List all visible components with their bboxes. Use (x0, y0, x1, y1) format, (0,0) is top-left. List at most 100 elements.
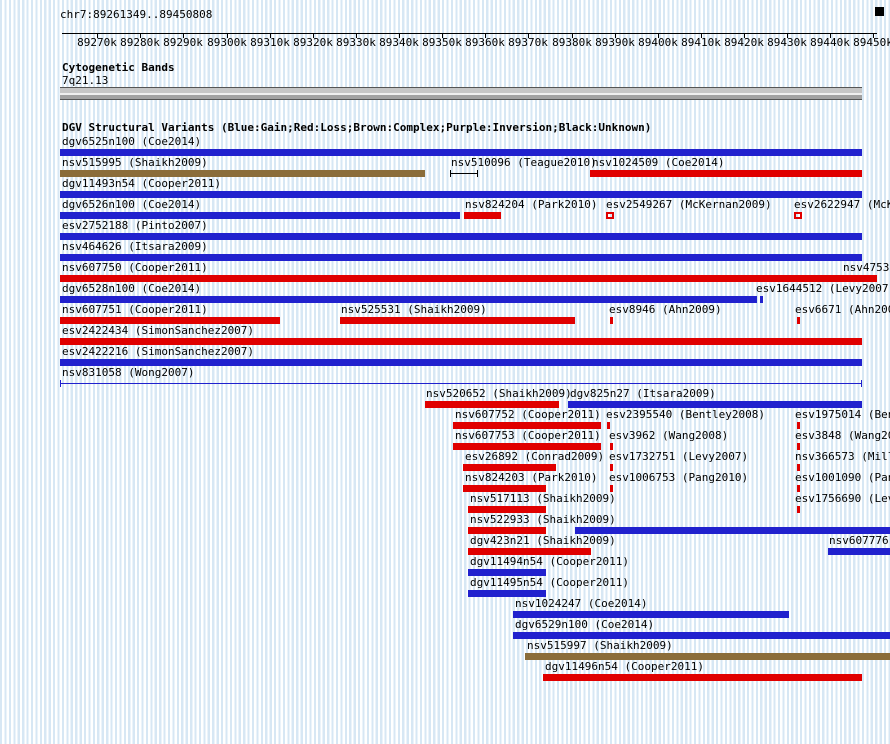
ruler-tick (658, 33, 659, 38)
variant-label[interactable]: esv1006753 (Pang2010) (609, 471, 749, 484)
variant-bar[interactable] (425, 401, 559, 408)
variant-marker[interactable] (797, 443, 800, 450)
variant-label[interactable]: dgv6528n100 (Coe2014) (62, 282, 202, 295)
variant-bar[interactable] (590, 170, 862, 177)
variant-marker[interactable] (610, 485, 613, 492)
ruler-tick (528, 33, 529, 38)
variant-bar[interactable] (468, 527, 546, 534)
variant-label[interactable]: nsv366573 (Mill (795, 450, 890, 463)
variant-label[interactable]: esv1001090 (Pan (795, 471, 890, 484)
variant-bar[interactable] (575, 527, 890, 534)
variant-label[interactable]: esv1975014 (Ben (795, 408, 890, 421)
variant-marker[interactable] (797, 485, 800, 492)
variant-bar[interactable] (468, 569, 546, 576)
variant-label[interactable]: dgv6525n100 (Coe2014) (62, 135, 202, 148)
variant-label[interactable]: nsv831058 (Wong2007) (62, 366, 195, 379)
variant-label[interactable]: esv3962 (Wang2008) (609, 429, 729, 442)
variant-label[interactable]: nsv525531 (Shaikh2009) (341, 303, 487, 316)
variant-marker[interactable] (797, 464, 800, 471)
variant-bar[interactable] (340, 317, 575, 324)
variant-bar[interactable] (463, 464, 556, 471)
variant-span-end (60, 380, 61, 387)
variant-bar[interactable] (60, 317, 280, 324)
variant-label[interactable]: esv1756690 (Lev (795, 492, 890, 505)
variant-label[interactable]: nsv607750 (Cooper2011) (62, 261, 208, 274)
variant-bar[interactable] (60, 254, 862, 261)
variant-label[interactable]: dgv11494n54 (Cooper2011) (470, 555, 629, 568)
variant-label[interactable]: nsv1024247 (Coe2014) (515, 597, 648, 610)
variant-bar[interactable] (60, 170, 425, 177)
variant-label[interactable]: esv6671 (Ahn200 (795, 303, 890, 316)
variant-bar[interactable] (513, 611, 789, 618)
variant-bracket[interactable] (606, 212, 614, 219)
variant-label[interactable]: dgv11496n54 (Cooper2011) (545, 660, 704, 673)
variant-bar[interactable] (568, 401, 862, 408)
variant-marker[interactable] (610, 317, 613, 324)
variant-bar[interactable] (463, 485, 546, 492)
variant-marker[interactable] (760, 296, 763, 303)
variant-bar[interactable] (828, 548, 890, 555)
variant-label[interactable]: esv2422434 (SimonSanchez2007) (62, 324, 255, 337)
variant-bar[interactable] (60, 233, 862, 240)
variant-label[interactable]: esv2422216 (SimonSanchez2007) (62, 345, 255, 358)
variant-label[interactable]: esv2752188 (Pinto2007) (62, 219, 208, 232)
variant-label[interactable]: nsv520652 (Shaikh2009) (426, 387, 572, 400)
variant-label[interactable]: nsv522933 (Shaikh2009) (470, 513, 616, 526)
variant-label[interactable]: dgv11495n54 (Cooper2011) (470, 576, 629, 589)
variant-bar[interactable] (468, 548, 591, 555)
ruler-tick (830, 33, 831, 38)
variant-bar[interactable] (60, 338, 862, 345)
variant-label[interactable]: esv26892 (Conrad2009) (465, 450, 605, 463)
variant-bar[interactable] (464, 212, 501, 219)
variant-label[interactable]: nsv1024509 (Coe2014) (592, 156, 725, 169)
variant-label[interactable]: nsv515997 (Shaikh2009) (527, 639, 673, 652)
variant-bar[interactable] (468, 590, 546, 597)
variant-label[interactable]: dgv6526n100 (Coe2014) (62, 198, 202, 211)
variant-label[interactable]: esv1732751 (Levy2007) (609, 450, 749, 463)
variant-bar[interactable] (468, 506, 546, 513)
variant-bar[interactable] (525, 653, 890, 660)
variant-label[interactable]: dgv6529n100 (Coe2014) (515, 618, 655, 631)
variant-label[interactable]: nsv824203 (Park2010) (465, 471, 598, 484)
variant-label[interactable]: nsv824204 (Park2010) (465, 198, 598, 211)
variant-label[interactable]: esv1644512 (Levy2007) (756, 282, 890, 295)
variant-label[interactable]: nsv607751 (Cooper2011) (62, 303, 208, 316)
variant-marker[interactable] (610, 443, 613, 450)
variant-bar[interactable] (60, 296, 757, 303)
variant-bar[interactable] (453, 443, 601, 450)
variant-label[interactable]: esv8946 (Ahn2009) (609, 303, 722, 316)
variant-bar[interactable] (453, 422, 601, 429)
cytoband-bar[interactable] (60, 87, 862, 100)
variant-span-line[interactable] (60, 383, 862, 384)
variant-label[interactable]: esv2622947 (McKe (794, 198, 890, 211)
variant-marker[interactable] (607, 422, 610, 429)
variant-label[interactable]: dgv825n27 (Itsara2009) (570, 387, 716, 400)
variant-bar[interactable] (513, 632, 890, 639)
variant-label[interactable]: esv2549267 (McKernan2009) (606, 198, 772, 211)
variant-label[interactable]: nsv515995 (Shaikh2009) (62, 156, 208, 169)
variant-label[interactable]: nsv607776 (829, 534, 889, 547)
variant-marker[interactable] (610, 464, 613, 471)
variant-bar[interactable] (60, 149, 862, 156)
variant-bar[interactable] (543, 674, 862, 681)
variant-marker[interactable] (797, 317, 800, 324)
variant-label[interactable]: nsv607753 (Cooper2011) (455, 429, 601, 442)
variant-bar[interactable] (60, 191, 862, 198)
variant-label[interactable]: dgv423n21 (Shaikh2009) (470, 534, 616, 547)
variant-span-line[interactable] (450, 173, 478, 174)
variant-label[interactable]: dgv11493n54 (Cooper2011) (62, 177, 221, 190)
variant-label[interactable]: nsv47532 (843, 261, 890, 274)
variant-label[interactable]: nsv464626 (Itsara2009) (62, 240, 208, 253)
variant-label[interactable]: esv3848 (Wang20 (795, 429, 890, 442)
variant-bar[interactable] (60, 275, 877, 282)
variant-label[interactable]: nsv510096 (Teague2010) (451, 156, 597, 169)
variant-marker[interactable] (797, 506, 800, 513)
variant-label[interactable]: esv2395540 (Bentley2008) (606, 408, 765, 421)
variant-label[interactable]: nsv517113 (Shaikh2009) (470, 492, 616, 505)
variant-marker[interactable] (797, 422, 800, 429)
variant-bar[interactable] (60, 359, 862, 366)
variant-bracket[interactable] (794, 212, 802, 219)
variant-bar[interactable] (60, 212, 460, 219)
ruler-tick (572, 33, 573, 38)
variant-label[interactable]: nsv607752 (Cooper2011) (455, 408, 601, 421)
